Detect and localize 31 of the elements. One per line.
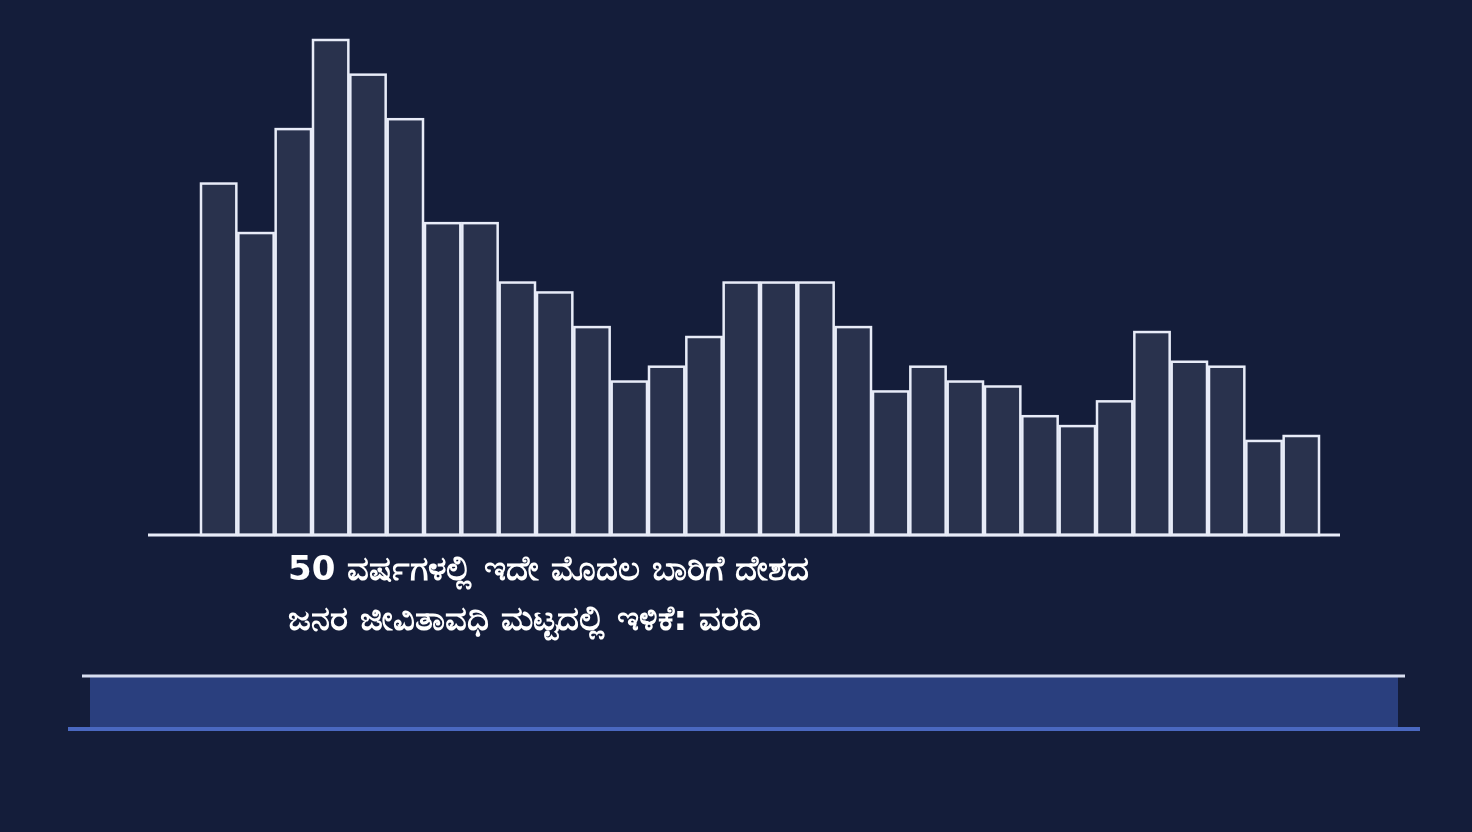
bar [349,73,387,537]
bar [1245,439,1283,537]
bar [1021,414,1059,537]
bar [834,325,873,537]
bar [909,365,947,537]
bar [946,380,985,537]
bar [237,231,275,537]
bar [573,325,611,537]
bar [722,281,761,537]
bar [797,281,835,537]
bar [1170,360,1209,537]
bar [1095,400,1134,537]
bar [685,335,723,537]
bar [871,390,910,537]
bar [199,182,238,537]
bar [647,365,686,537]
bar [759,281,798,537]
bar [1058,424,1097,537]
bar [311,38,350,537]
bar [274,127,313,537]
bar [1133,330,1171,537]
bar [610,380,649,537]
bar [983,385,1022,537]
bar [1207,365,1246,537]
text: 50 ವರ್ಷಗಳಲ್ಲಿ ಇದೇ ಮೊದಲ ಬಾರಿಗೆ ದೇಶದ ಜನರ ಜೀವಿತಾವಧಿ ಮಟ್ಟದಲ್ಲಿ ಇಳಿಕೆ: ವರದಿ [288,548,810,641]
bar [1282,434,1321,537]
bar [498,281,537,537]
bar [386,117,425,537]
bar [423,221,462,537]
bar [535,291,574,537]
bar [461,221,499,537]
